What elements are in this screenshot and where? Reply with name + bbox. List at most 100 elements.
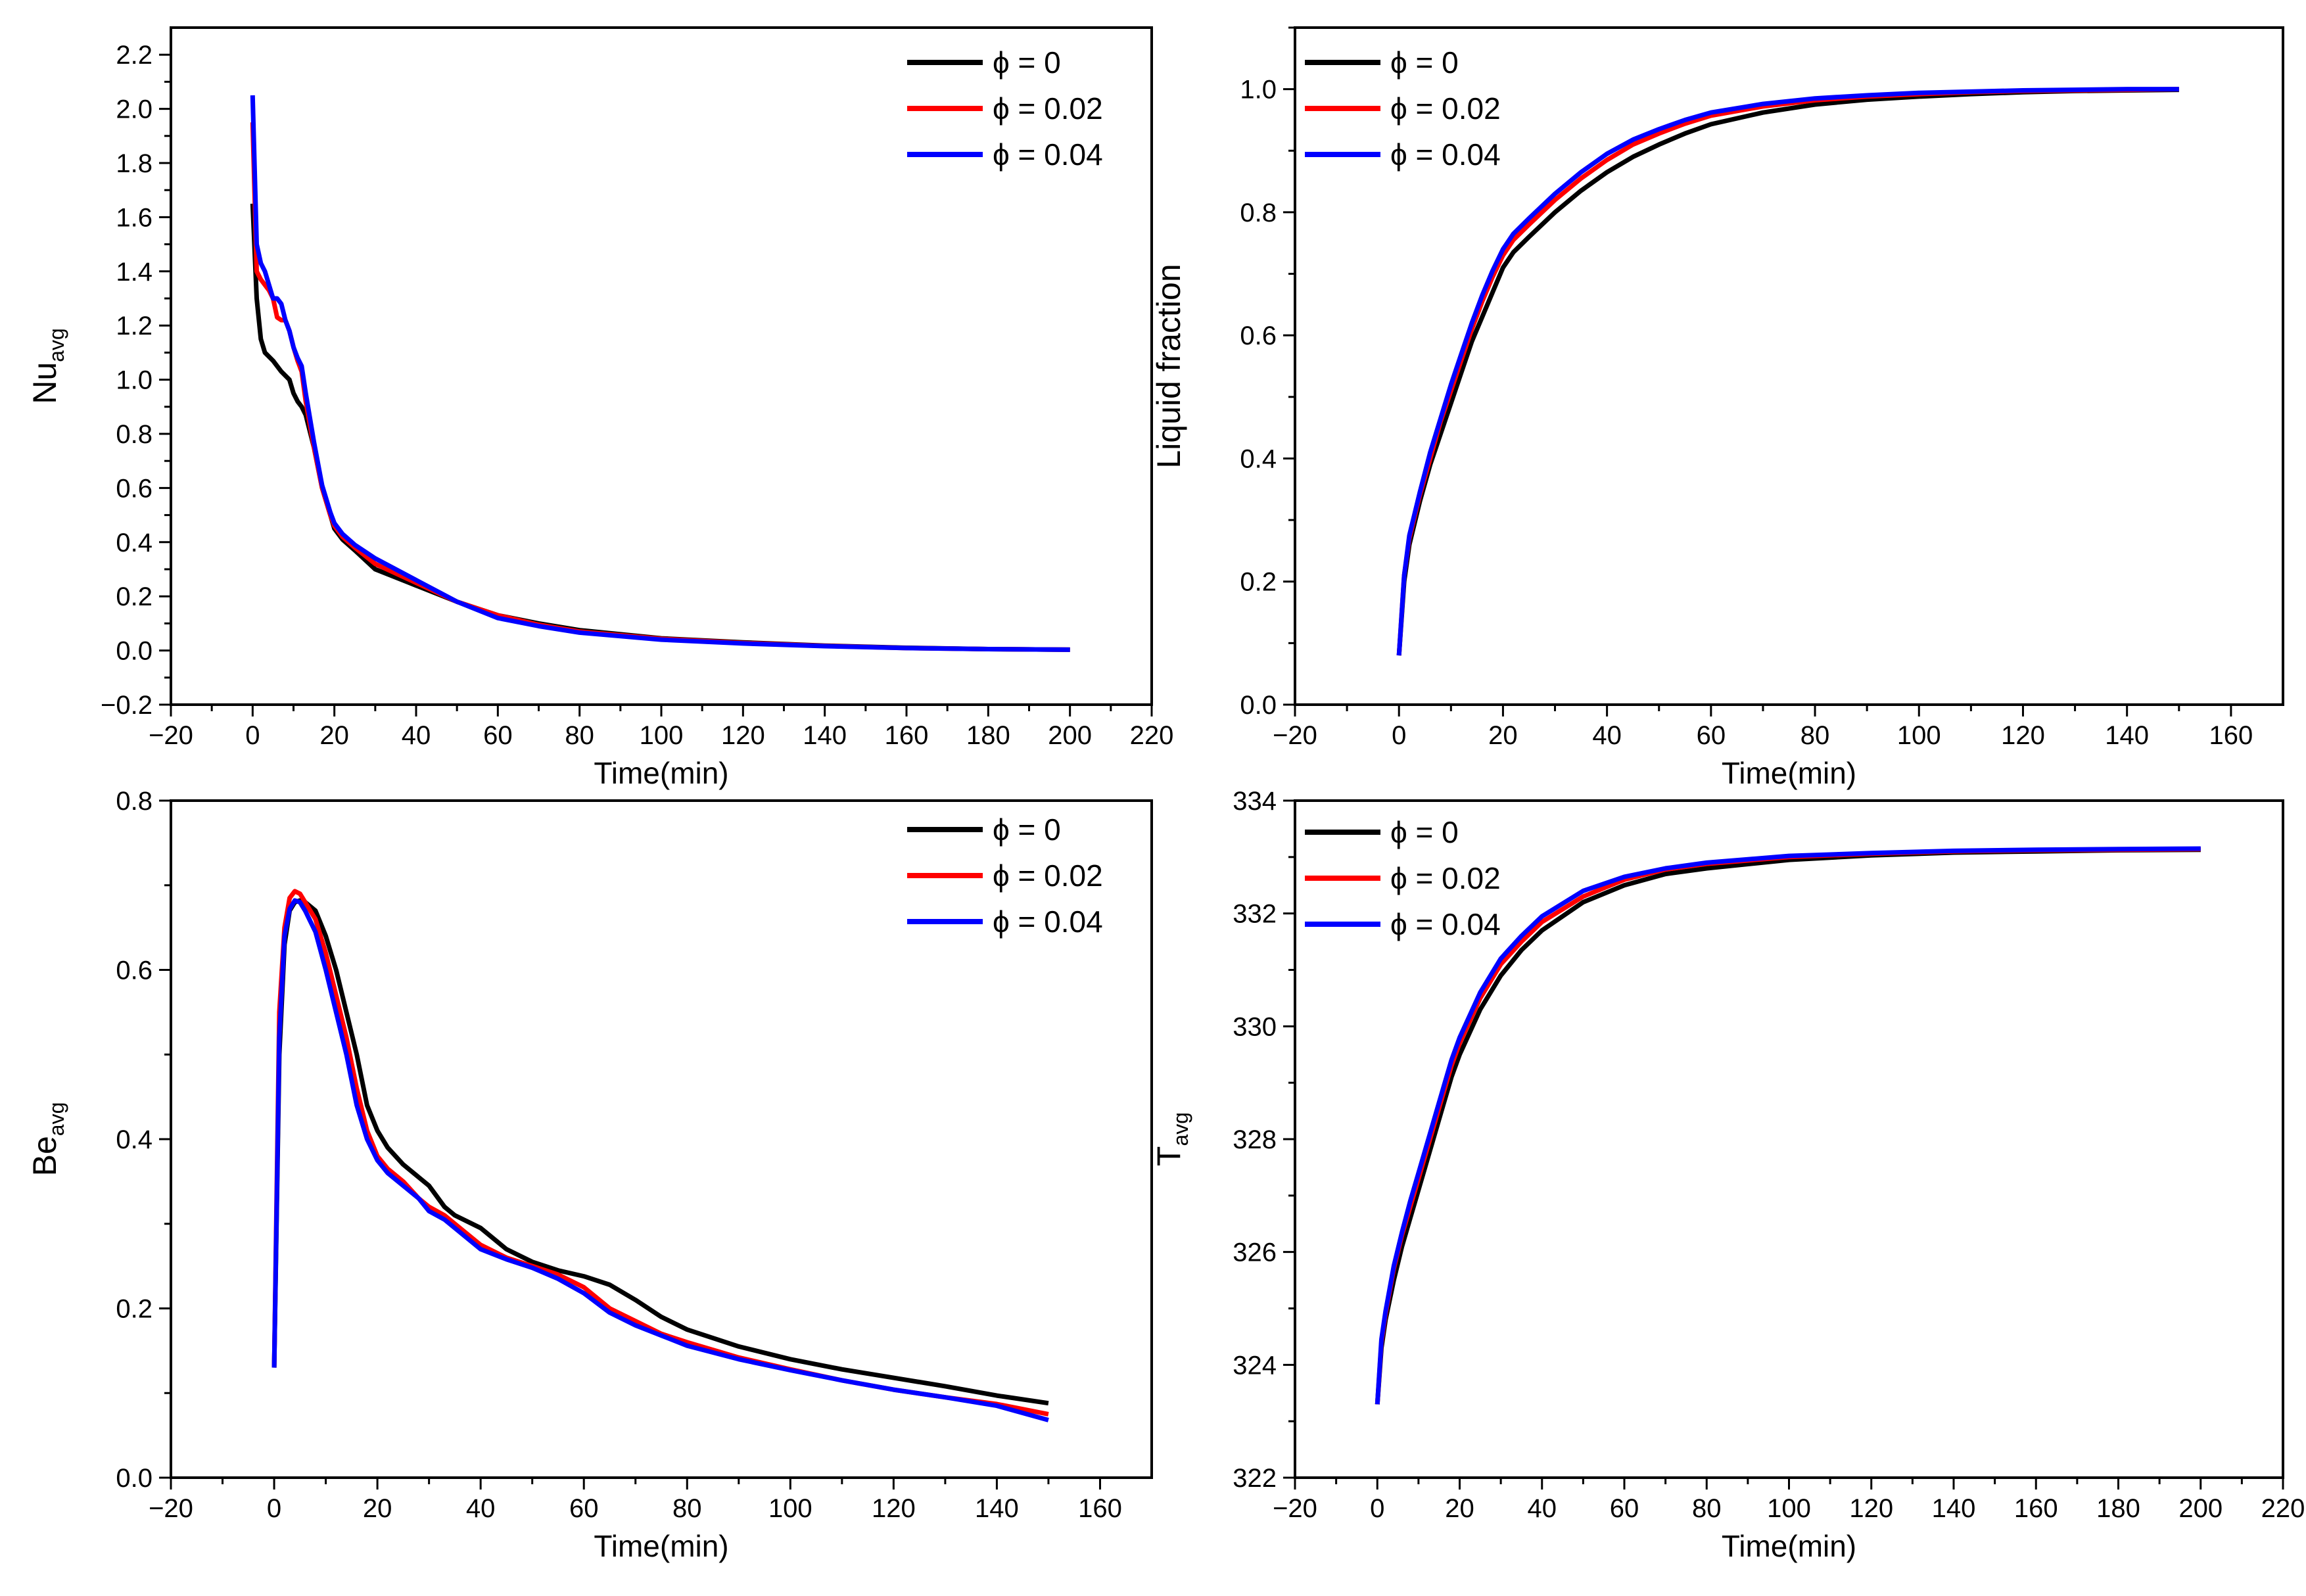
x-tick-label: 160 bbox=[1078, 1494, 1122, 1523]
x-tick-label: 80 bbox=[1692, 1494, 1722, 1523]
legend-label-2: ϕ = 0.04 bbox=[1390, 137, 1501, 172]
x-tick-label: 140 bbox=[2105, 721, 2149, 750]
x-tick-label: 180 bbox=[2096, 1494, 2140, 1523]
series-line-1 bbox=[1375, 847, 2201, 1405]
y-tick-label: 0.6 bbox=[1240, 321, 1277, 350]
y-tick-label: 0.8 bbox=[1240, 199, 1277, 227]
y-tick-label: 0.0 bbox=[1240, 691, 1277, 720]
x-tick-label: 20 bbox=[363, 1494, 392, 1523]
y-tick-label: 1.8 bbox=[116, 149, 153, 178]
y-tick-label: 1.0 bbox=[116, 366, 153, 395]
y-tick-label: 1.6 bbox=[116, 203, 153, 232]
nu-avg-panel: −20 0 20 40 60 80 100 120 140 160 180 200 220 −0.2 0.0… bbox=[26, 26, 1174, 790]
plot-frame bbox=[170, 26, 1153, 706]
y-tick-label: 0.2 bbox=[116, 582, 153, 611]
legend-label-1: ϕ = 0.02 bbox=[993, 91, 1103, 126]
y-tick-label: 0.0 bbox=[116, 637, 153, 666]
legend-label-0: ϕ = 0 bbox=[1390, 45, 1459, 80]
x-axis-label: Time(min) bbox=[594, 1529, 728, 1563]
x-tick-label: 40 bbox=[466, 1494, 496, 1523]
y-tick-label: 2.0 bbox=[116, 95, 153, 124]
y-tick-label: 1.4 bbox=[116, 258, 153, 287]
y-axis-label: Nuavg bbox=[26, 328, 68, 404]
x-tick-label: 60 bbox=[1610, 1494, 1639, 1523]
y-tick-label: 0.0 bbox=[116, 1464, 153, 1493]
x-tick-label: 60 bbox=[569, 1494, 599, 1523]
y-tick-label: 322 bbox=[1233, 1464, 1277, 1493]
x-tick-label: 60 bbox=[483, 721, 513, 750]
y-tick-label: 0.8 bbox=[116, 787, 153, 816]
x-tick-label: 120 bbox=[2001, 721, 2045, 750]
y-axis-label: Tavg bbox=[1150, 1112, 1192, 1166]
x-tick-label: 220 bbox=[2261, 1494, 2305, 1523]
x-tick-label: 160 bbox=[2209, 721, 2253, 750]
y-tick-label: 0.6 bbox=[116, 956, 153, 985]
x-tick-label: −20 bbox=[149, 721, 193, 750]
x-tick-label: 200 bbox=[1048, 721, 1092, 750]
y-tick-label: 1.0 bbox=[1240, 76, 1277, 105]
series-line-2 bbox=[271, 898, 1049, 1422]
x-tick-label: 140 bbox=[975, 1494, 1019, 1523]
y-tick-label: 1.2 bbox=[116, 312, 153, 340]
series-line-2 bbox=[1375, 846, 2201, 1405]
x-tick-label: 0 bbox=[1392, 721, 1406, 750]
y-axis-label: Liquid fraction bbox=[1150, 264, 1187, 468]
y-tick-label: 326 bbox=[1233, 1238, 1277, 1267]
y-tick-label: 330 bbox=[1233, 1012, 1277, 1041]
y-tick-label: 0.6 bbox=[116, 474, 153, 503]
legend-label-1: ϕ = 0.02 bbox=[993, 858, 1103, 893]
x-tick-label: 100 bbox=[768, 1494, 812, 1523]
be-avg-panel: −20 0 20 40 60 80 100 120 140 160 0.0 0.2 0.4 0.6 0.8 T… bbox=[26, 787, 1153, 1563]
t-avg-panel: −20 0 20 40 60 80 100 120 140 160 180 200 220 322 324 3… bbox=[1150, 787, 2305, 1563]
x-tick-label: 140 bbox=[1932, 1494, 1976, 1523]
x-tick-label: 180 bbox=[966, 721, 1010, 750]
y-tick-label: 0.8 bbox=[116, 420, 153, 449]
y-axis-label: Beavg bbox=[26, 1102, 68, 1177]
legend-label-2: ϕ = 0.04 bbox=[993, 137, 1103, 172]
x-tick-label: −20 bbox=[149, 1494, 193, 1523]
x-tick-label: 20 bbox=[319, 721, 349, 750]
legend-label-1: ϕ = 0.02 bbox=[1390, 861, 1501, 895]
x-axis-label: Time(min) bbox=[1722, 1529, 1856, 1563]
y-tick-label: 2.2 bbox=[116, 41, 153, 70]
y-tick-label: 0.4 bbox=[1240, 444, 1277, 473]
series-line-0 bbox=[1396, 87, 2179, 656]
series-line-0 bbox=[1375, 847, 2201, 1405]
x-tick-label: 100 bbox=[640, 721, 684, 750]
x-tick-label: 160 bbox=[2014, 1494, 2058, 1523]
series-line-2 bbox=[1396, 87, 2179, 656]
x-tick-label: 80 bbox=[565, 721, 594, 750]
x-tick-label: −20 bbox=[1273, 721, 1317, 750]
legend-label-0: ϕ = 0 bbox=[1390, 815, 1459, 849]
x-tick-label: 80 bbox=[1800, 721, 1830, 750]
x-tick-label: 0 bbox=[245, 721, 260, 750]
legend-label-0: ϕ = 0 bbox=[993, 812, 1061, 847]
y-tick-label: 0.4 bbox=[116, 528, 153, 557]
series-line-0 bbox=[250, 203, 1070, 652]
x-tick-label: 200 bbox=[2178, 1494, 2223, 1523]
y-tick-label: 328 bbox=[1233, 1125, 1277, 1154]
y-tick-label: 0.2 bbox=[116, 1295, 153, 1324]
x-tick-label: 80 bbox=[672, 1494, 702, 1523]
x-tick-label: 40 bbox=[402, 721, 431, 750]
x-axis-label: Time(min) bbox=[594, 756, 728, 790]
x-tick-label: 0 bbox=[267, 1494, 281, 1523]
y-tick-label: −0.2 bbox=[101, 691, 153, 720]
plot-frame bbox=[1294, 26, 2284, 706]
series-line-2 bbox=[250, 95, 1070, 652]
x-tick-label: 220 bbox=[1130, 721, 1174, 750]
y-tick-label: 332 bbox=[1233, 900, 1277, 929]
x-tick-label: 120 bbox=[721, 721, 765, 750]
x-tick-label: 60 bbox=[1697, 721, 1726, 750]
plot-frame bbox=[1294, 799, 2284, 1479]
x-tick-label: 120 bbox=[1849, 1494, 1893, 1523]
legend-label-1: ϕ = 0.02 bbox=[1390, 91, 1501, 126]
legend-label-2: ϕ = 0.04 bbox=[993, 904, 1103, 939]
x-tick-label: 120 bbox=[872, 1494, 916, 1523]
plot-frame bbox=[170, 799, 1153, 1479]
series-line-1 bbox=[1396, 87, 2179, 656]
y-tick-label: 0.2 bbox=[1240, 568, 1277, 597]
x-tick-label: −20 bbox=[1273, 1494, 1317, 1523]
x-tick-label: 100 bbox=[1767, 1494, 1811, 1523]
